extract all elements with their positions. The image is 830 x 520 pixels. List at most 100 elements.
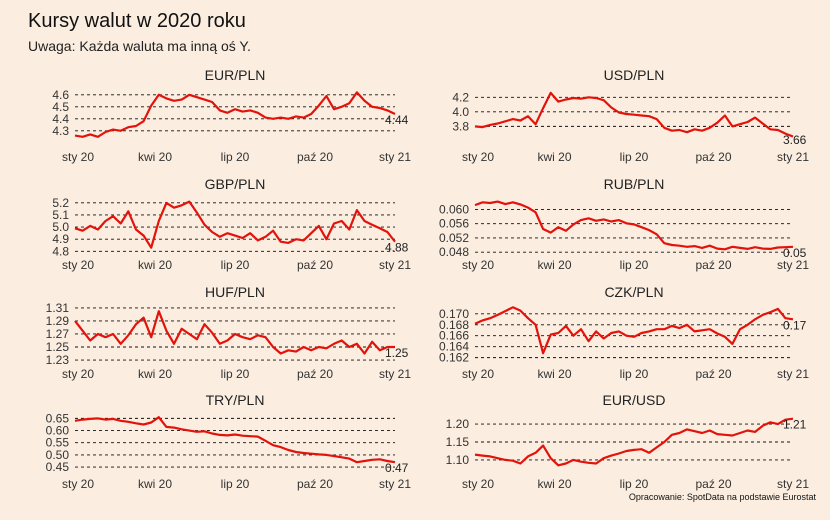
end-value-label-czk-pln: 0.17 [783,318,807,332]
panel-title-rub-pln: RUB/PLN [604,176,665,192]
y-tick-label: 4.5 [52,100,69,114]
x-tick-label: paź 20 [297,367,333,381]
x-tick-label: lip 20 [620,367,649,381]
x-tick-label: lip 20 [221,477,250,491]
panel-title-gbp-pln: GBP/PLN [205,176,266,192]
end-value-label-rub-pln: 0.05 [783,246,807,260]
x-tick-label: sty 21 [777,477,809,491]
y-tick-label: 1.23 [46,353,70,367]
y-tick-label: 4.4 [52,112,69,126]
y-tick-label: 4.6 [52,88,69,102]
x-tick-label: sty 20 [62,258,94,272]
x-tick-label: lip 20 [221,258,250,272]
x-tick-label: paź 20 [297,258,333,272]
x-tick-label: paź 20 [297,477,333,491]
y-tick-label: 4.9 [52,232,69,246]
x-tick-label: kwi 20 [138,367,172,381]
x-tick-label: sty 20 [462,367,494,381]
y-tick-label: 0.056 [439,217,469,231]
y-tick-label: 1.25 [46,340,70,354]
panel-title-czk-pln: CZK/PLN [604,284,663,300]
x-tick-label: sty 21 [379,477,411,491]
y-tick-label: 0.048 [439,245,469,259]
x-tick-label: kwi 20 [138,477,172,491]
panel-try-pln: TRY/PLN 0.450.500.550.600.65 sty 20 kwi 20 l… [46,392,412,491]
x-tick-label: paź 20 [695,150,731,164]
y-tick-label: 0.55 [46,436,70,450]
chart-title: Kursy walut w 2020 roku [28,10,246,32]
y-tick-label: 1.29 [46,314,70,328]
x-tick-label: sty 20 [462,477,494,491]
panel-title-try-pln: TRY/PLN [206,392,265,408]
y-tick-label: 5.1 [52,208,69,222]
x-tick-label: lip 20 [620,150,649,164]
series-line-eur-usd [474,417,794,467]
chart-subtitle: Uwaga: Każda waluta ma inną oś Y. [28,38,251,54]
series-line-try-pln [74,416,396,464]
y-tick-label: 3.8 [452,119,469,133]
x-tick-label: paź 20 [297,150,333,164]
x-tick-label: sty 20 [462,150,494,164]
panel-title-usd-pln: USD/PLN [604,67,665,83]
panel-title-eur-pln: EUR/PLN [205,67,266,83]
y-tick-label: 0.45 [46,460,70,474]
y-tick-label: 1.27 [46,327,70,341]
x-tick-label: sty 21 [777,258,809,272]
y-tick-label: 0.168 [439,318,469,332]
panel-eur-pln: EUR/PLN 4.34.44.54.6 sty 20 kwi 20 lip 20 paź… [52,67,411,164]
x-tick-label: kwi 20 [537,477,571,491]
x-tick-label: sty 21 [379,258,411,272]
x-tick-label: sty 21 [379,367,411,381]
series-line-usd-pln [474,91,794,138]
y-tick-label: 0.052 [439,231,469,245]
y-tick-label: 4.0 [452,105,469,119]
x-tick-label: sty 20 [62,477,94,491]
x-tick-label: sty 21 [777,150,809,164]
y-tick-label: 0.162 [439,351,469,365]
x-tick-label: sty 21 [379,150,411,164]
y-tick-label: 4.8 [52,244,69,258]
series-line-gbp-pln [74,200,396,249]
series-line-eur-pln [74,91,396,138]
y-tick-label: 4.2 [452,90,469,104]
y-tick-label: 1.15 [446,435,470,449]
end-value-label-usd-pln: 3.66 [783,133,807,147]
y-tick-label: 0.166 [439,329,469,343]
end-value-label-huf-pln: 1.25 [385,346,409,360]
x-tick-label: lip 20 [620,258,649,272]
panel-gbp-pln: GBP/PLN 4.84.95.05.15.2 sty 20 kwi 20 lip 20… [52,176,411,272]
series-line-huf-pln [74,310,395,355]
end-value-label-eur-usd: 1.21 [783,418,807,432]
x-tick-label: kwi 20 [537,258,571,272]
x-tick-label: lip 20 [221,150,250,164]
y-tick-label: 0.170 [439,307,469,321]
y-tick-label: 1.20 [446,417,470,431]
y-tick-label: 0.65 [46,411,70,425]
x-tick-label: kwi 20 [537,150,571,164]
x-tick-label: paź 20 [695,258,731,272]
y-tick-label: 0.164 [439,340,469,354]
y-tick-label: 5.2 [52,196,69,210]
x-tick-label: sty 20 [62,150,94,164]
series-line-czk-pln [474,306,794,355]
panel-title-huf-pln: HUF/PLN [205,284,265,300]
end-value-label-eur-pln: 4.44 [385,113,409,127]
y-tick-label: 1.10 [446,453,470,467]
y-tick-label: 1.31 [46,301,70,315]
end-value-label-gbp-pln: 4.88 [385,241,409,255]
panel-title-eur-usd: EUR/USD [602,392,665,408]
x-tick-label: lip 20 [221,367,250,381]
source-note: Opracowanie: SpotData na podstawie Euros… [628,492,816,502]
y-tick-label: 0.60 [46,424,70,438]
y-tick-label: 5.0 [52,220,69,234]
panel-eur-usd: EUR/USD 1.10 1.15 1.20 sty 20 kwi 20 lip 20 paź… [446,392,810,491]
x-tick-label: paź 20 [695,477,731,491]
series-line-rub-pln [474,200,794,251]
y-tick-label: 0.060 [439,202,469,216]
x-tick-label: sty 20 [462,258,494,272]
x-tick-label: lip 20 [620,477,649,491]
x-tick-label: paź 20 [695,367,731,381]
